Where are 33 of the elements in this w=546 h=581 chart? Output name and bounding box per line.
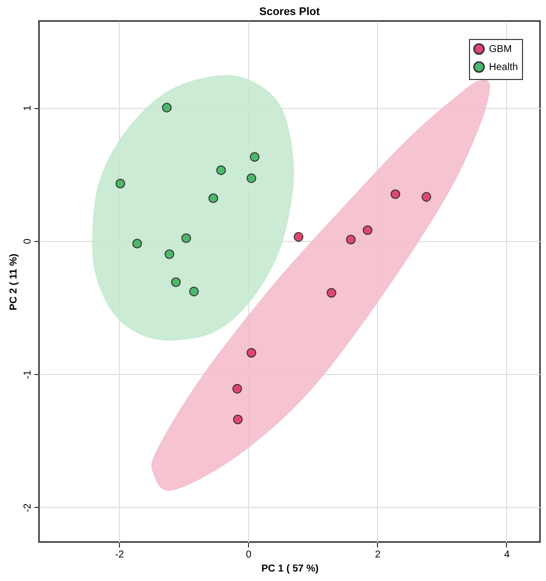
point bbox=[171, 277, 181, 287]
y-tick-label: -2 bbox=[22, 502, 34, 512]
x-tick-label: 2 bbox=[375, 550, 382, 560]
legend-label: GBM bbox=[489, 44, 512, 55]
point bbox=[246, 348, 256, 358]
point bbox=[294, 232, 304, 242]
point bbox=[233, 414, 243, 424]
point bbox=[162, 102, 172, 112]
legend-label: Health bbox=[489, 62, 518, 73]
point bbox=[132, 238, 142, 248]
point bbox=[232, 384, 242, 394]
point bbox=[164, 249, 174, 260]
x-tick-label: -2 bbox=[115, 550, 124, 560]
point bbox=[326, 288, 336, 298]
x-tick-label: 0 bbox=[246, 550, 252, 560]
chart-title: Scores Plot bbox=[259, 6, 320, 18]
y-axis-title: PC 2 ( 11 %) bbox=[8, 254, 20, 310]
point bbox=[189, 286, 199, 296]
point bbox=[181, 233, 192, 244]
y-tick-label: 0 bbox=[22, 238, 34, 244]
point bbox=[390, 189, 400, 200]
point bbox=[246, 173, 256, 184]
y-tick-label: -1 bbox=[22, 370, 34, 380]
point bbox=[250, 152, 260, 162]
point bbox=[362, 225, 372, 236]
x-axis-title: PC 1 ( 57 %) bbox=[261, 564, 319, 574]
point bbox=[216, 165, 226, 176]
point bbox=[208, 193, 218, 204]
x-tick-label: 4 bbox=[504, 550, 510, 560]
point bbox=[422, 192, 432, 202]
y-tick-label: 1 bbox=[22, 104, 34, 111]
point bbox=[346, 234, 356, 244]
point bbox=[116, 178, 126, 188]
